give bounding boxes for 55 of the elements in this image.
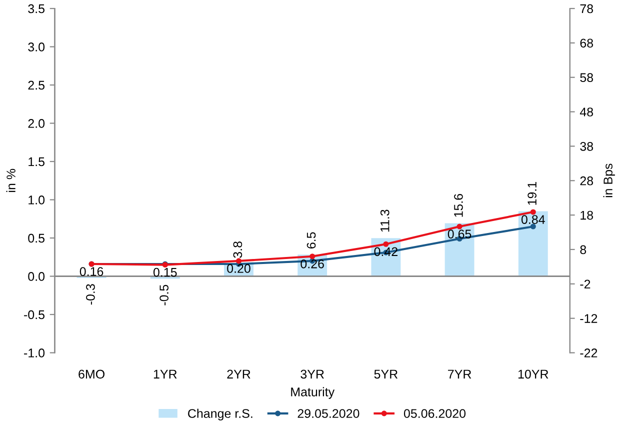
x-tick-label: 5YR [374, 370, 398, 379]
data-label: 0.65 [448, 230, 472, 238]
data-label: -0.5 [160, 284, 168, 306]
y-tick-label: 1.0 [28, 196, 45, 204]
x-axis-title: Maturity [291, 387, 335, 399]
x-tick-label: 3YR [300, 370, 324, 379]
legend-label: 05.06.2020 [404, 409, 466, 418]
point [236, 258, 242, 264]
data-label: 0.26 [300, 259, 324, 268]
y2-tick-label: 58 [580, 73, 594, 82]
data-label: 0.15 [153, 268, 177, 277]
y2-axis-title: in Bps [603, 164, 615, 198]
x-tick-label: 10YR [518, 370, 548, 379]
data-label: -0.3 [86, 284, 95, 305]
y2-tick-label: 48 [580, 108, 594, 116]
y-tick-label: 3.0 [28, 42, 45, 52]
x-tick-label: 1YR [154, 370, 177, 378]
data-label: 0.20 [227, 264, 250, 273]
point [530, 209, 536, 215]
data-label: 15.6 [454, 194, 463, 217]
y2-tick-label: 28 [580, 176, 594, 186]
data-label: 0.42 [374, 247, 398, 256]
y2-tick-label: -12 [580, 314, 598, 323]
y-tick-label: -0.5 [24, 310, 44, 320]
y-axis-title: in % [6, 168, 16, 192]
y2-tick-label: -22 [580, 348, 598, 358]
x-tick-label: 2YR [227, 370, 250, 378]
data-label: 0.16 [80, 267, 104, 276]
data-label: 3.8 [233, 242, 242, 258]
legend-label: Change r.S. [188, 408, 252, 420]
y-tick-label: 2.0 [28, 119, 45, 128]
legend-label: 29.05.2020 [298, 409, 360, 418]
y-tick-label: 3.5 [28, 4, 44, 14]
y-tick-label: -1.0 [24, 348, 45, 358]
y2-tick-label: 38 [580, 142, 594, 151]
data-label: 19.1 [528, 182, 536, 205]
point [383, 241, 389, 247]
y2-tick-label: 68 [580, 38, 594, 48]
y-tick-label: 0.5 [28, 234, 44, 243]
x-tick-label: 6MO [78, 370, 104, 379]
point [530, 224, 536, 230]
y-tick-label: 0.0 [28, 272, 45, 281]
point [456, 224, 462, 230]
y-tick-label: 1.5 [28, 157, 44, 166]
data-label: 11.3 [380, 210, 390, 232]
point [310, 254, 316, 260]
data-label: 0.84 [521, 215, 545, 224]
bar [518, 211, 548, 278]
y2-tick-label: -2 [580, 280, 590, 288]
y2-tick-label: 18 [580, 210, 594, 220]
x-tick-label: 7YR [448, 370, 472, 378]
y-tick-label: 2.5 [28, 80, 44, 90]
data-label: 6.5 [306, 232, 316, 248]
y2-tick-label: 78 [580, 4, 594, 14]
y2-tick-label: 8 [580, 245, 586, 254]
